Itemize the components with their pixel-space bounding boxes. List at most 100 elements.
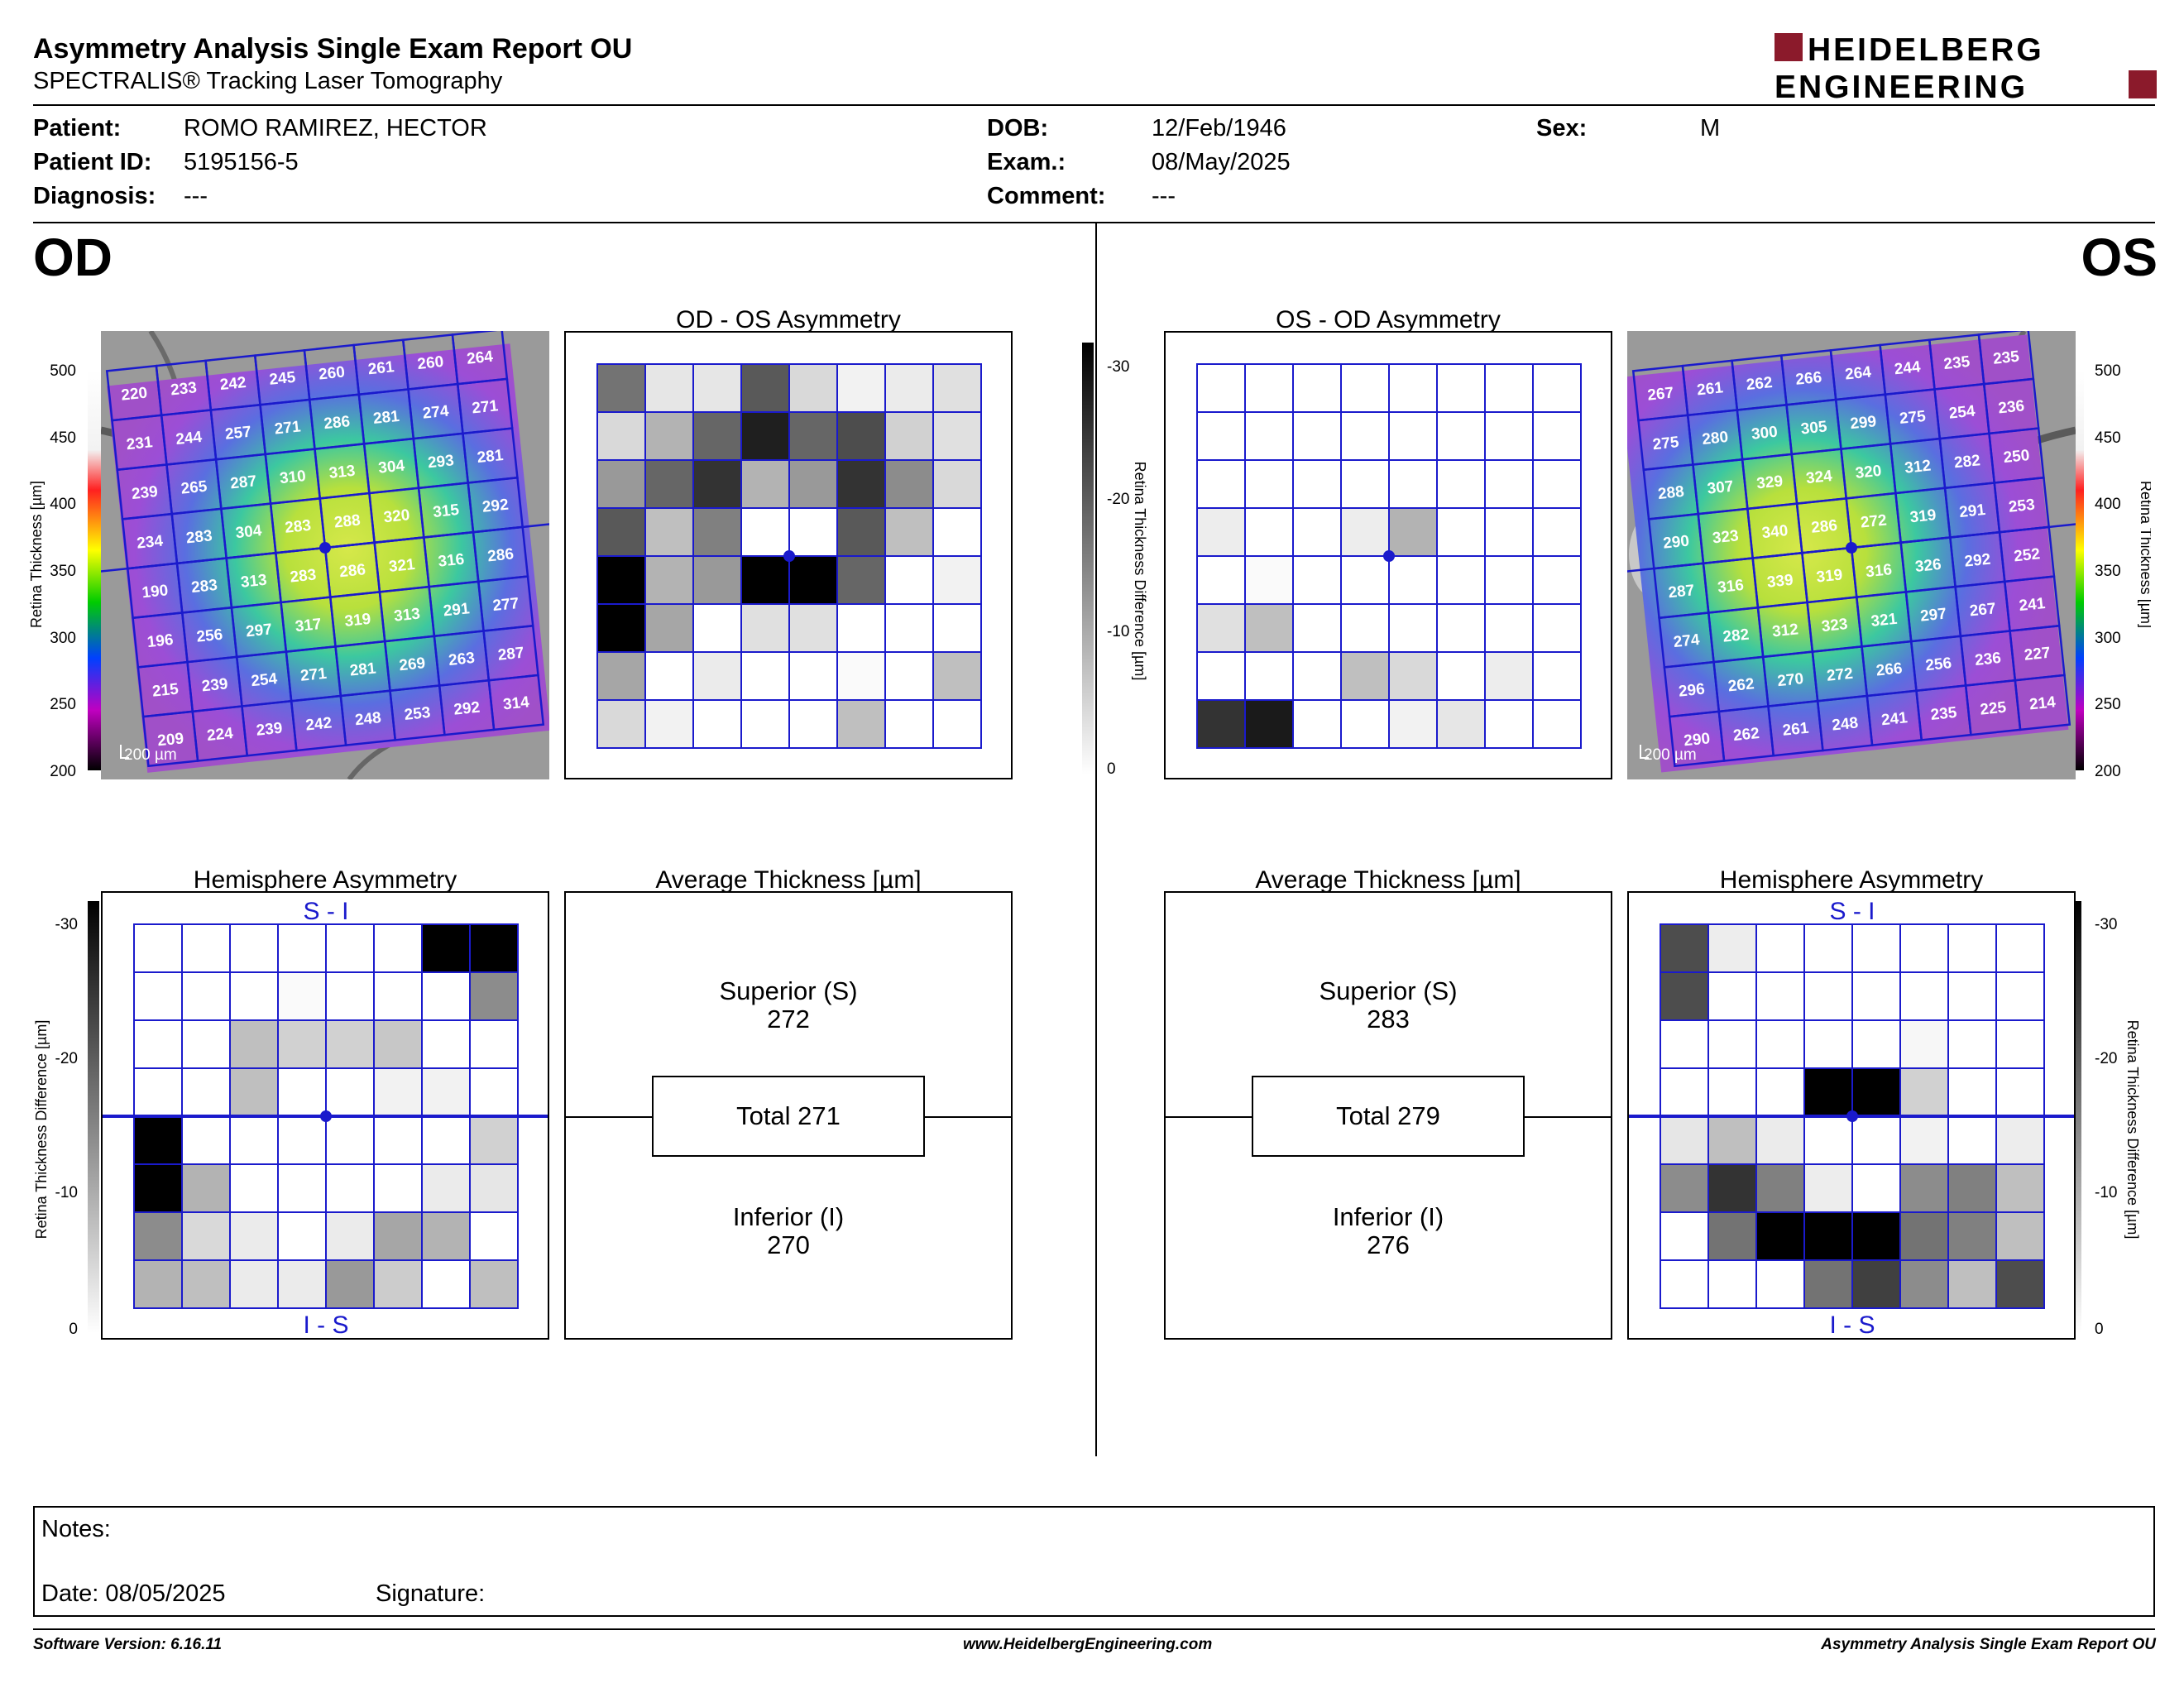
od-asym-cell-r0-c7 [932, 363, 982, 413]
os-hemi-cell-r6-c7 [1995, 1211, 2045, 1261]
os-hemi-cell-r7-c2 [1755, 1259, 1805, 1309]
od-os-asymmetry-panel [564, 331, 1013, 779]
logo-line2: ENGINEERING [1774, 70, 2028, 103]
od-hemisphere-panel: S - I I - S [101, 891, 549, 1340]
os-asym-cell-r5-c6 [1484, 603, 1534, 653]
od-asym-cell-r7-c7 [932, 699, 982, 749]
od-hemi-cell-r2-c6 [421, 1019, 471, 1069]
os-asym-cell-r3-c7 [1532, 507, 1582, 557]
os-asym-cell-r1-c6 [1484, 411, 1534, 461]
website-link[interactable]: www.HeidelbergEngineering.com [963, 1636, 1213, 1653]
os-superior-value: 283 [1367, 1005, 1410, 1033]
os-od-asymmetry-grid [1196, 363, 1582, 749]
od-os-asymmetry-grid [596, 363, 982, 749]
od-asym-cell-r4-c3 [740, 555, 790, 605]
od-asym-cell-r4-c5 [836, 555, 886, 605]
od-total-box: Total 271 [652, 1076, 925, 1157]
os-thick-value-r0-c4: 264 [1844, 363, 1872, 383]
od-thick-value-r4-c0: 190 [141, 582, 170, 602]
asym-diff-tick-10: -10 [1107, 623, 1129, 640]
os-hemi-cell-r3-c5 [1899, 1067, 1949, 1117]
od-thick-value-r7-c2: 239 [256, 720, 284, 740]
od-thick-value-r3-c2: 304 [235, 522, 263, 542]
os-hemi-cell-r7-c4 [1851, 1259, 1901, 1309]
od-asym-fovea-dot [783, 550, 795, 562]
od-scale-tick-300: 300 [50, 630, 76, 647]
os-thick-value-r3-c5: 319 [1909, 506, 1937, 526]
od-label: OD [33, 228, 113, 287]
od-thick-value-r7-c0: 209 [156, 730, 184, 750]
os-thick-value-r1-c7: 236 [1997, 397, 2025, 417]
od-thick-value-r5-c7: 277 [492, 595, 520, 615]
os-asym-cell-r5-c5 [1436, 603, 1486, 653]
os-asym-cell-r3-c2 [1292, 507, 1342, 557]
os-hemisphere-panel: S - I I - S [1627, 891, 2076, 1340]
os-asym-cell-r2-c7 [1532, 459, 1582, 509]
os-thick-value-r6-c7: 227 [2024, 645, 2052, 664]
od-asym-cell-r5-c1 [644, 603, 694, 653]
os-thickness-scale: 500 450 400 350 300 250 200 Retina Thick… [2068, 352, 2154, 782]
od-asym-cell-r0-c1 [644, 363, 694, 413]
od-thick-value-r2-c2: 287 [229, 472, 257, 492]
od-average-title: Average Thickness [µm] [655, 866, 922, 894]
os-asym-cell-r1-c7 [1532, 411, 1582, 461]
os-asym-cell-r0-c0 [1196, 363, 1246, 413]
od-thick-value-r6-c1: 239 [201, 675, 229, 695]
os-asym-cell-r3-c4 [1388, 507, 1438, 557]
os-average-panel: Superior (S) 283 Total 279 Inferior (I) … [1164, 891, 1612, 1340]
od-thick-value-r6-c3: 271 [299, 665, 328, 685]
os-asym-cell-r7-c0 [1196, 699, 1246, 749]
os-thick-value-r1-c0: 275 [1652, 434, 1680, 453]
os-hemi-cell-r7-c0 [1660, 1259, 1709, 1309]
od-hemi-cell-r1-c7 [469, 971, 519, 1021]
os-hemi-cell-r5-c3 [1803, 1163, 1853, 1213]
od-asym-cell-r7-c2 [692, 699, 742, 749]
od-thick-value-r5-c0: 196 [146, 631, 175, 651]
os-thick-value-r5-c1: 282 [1722, 626, 1751, 646]
od-scale-tick-500: 500 [50, 362, 76, 380]
od-hemi-cell-r0-c6 [421, 923, 471, 973]
od-hemi-cell-r6-c1 [181, 1211, 231, 1261]
od-thick-value-r1-c2: 257 [224, 424, 252, 444]
os-hemi-cell-r5-c5 [1899, 1163, 1949, 1213]
os-asym-cell-r6-c3 [1340, 651, 1390, 701]
header-divider [33, 104, 2155, 106]
od-thick-value-r7-c4: 248 [354, 709, 382, 729]
os-thick-value-r7-c0: 290 [1683, 730, 1711, 750]
od-asym-cell-r5-c4 [788, 603, 838, 653]
od-asym-cell-r2-c0 [596, 459, 646, 509]
od-thick-value-r5-c1: 256 [196, 626, 224, 646]
os-hemisphere-grid: S - I I - S [1629, 898, 2074, 1339]
od-scale-tick-350: 350 [50, 563, 76, 580]
os-hemi-cell-r0-c5 [1899, 923, 1949, 973]
os-scale-bar: 200 µm [1644, 746, 1697, 764]
os-hemi-cell-r2-c3 [1803, 1019, 1853, 1069]
od-asym-cell-r7-c1 [644, 699, 694, 749]
od-thick-value-r3-c7: 292 [481, 496, 510, 516]
od-asym-cell-r1-c3 [740, 411, 790, 461]
od-asym-cell-r5-c2 [692, 603, 742, 653]
comment-value: --- [1152, 183, 1176, 209]
os-hemi-cell-r2-c6 [1947, 1019, 1997, 1069]
od-hemi-cell-r5-c7 [469, 1163, 519, 1213]
os-asym-cell-r0-c5 [1436, 363, 1486, 413]
os-asym-cell-r2-c2 [1292, 459, 1342, 509]
od-thick-value-r6-c6: 263 [448, 650, 476, 669]
os-scale-label: Retina Thickness [µm] [2138, 481, 2151, 628]
os-asym-cell-r7-c7 [1532, 699, 1582, 749]
od-hemi-cell-r6-c4 [325, 1211, 375, 1261]
od-hemi-bottom-label: I - S [303, 1312, 348, 1338]
os-thick-value-r2-c1: 307 [1707, 478, 1735, 498]
od-hemi-cell-r4-c1 [181, 1115, 231, 1165]
os-hemi-cell-r0-c0 [1660, 923, 1709, 973]
od-thick-value-r5-c6: 291 [443, 600, 471, 620]
od-average-panel: Superior (S) 272 Total 271 Inferior (I) … [564, 891, 1013, 1340]
os-total-box: Total 279 [1252, 1076, 1525, 1157]
od-hemi-cell-r4-c4 [325, 1115, 375, 1165]
od-asym-cell-r3-c6 [884, 507, 934, 557]
os-average-title: Average Thickness [µm] [1255, 866, 1521, 894]
od-hemi-cell-r1-c3 [277, 971, 327, 1021]
os-hemi-cell-r1-c2 [1755, 971, 1805, 1021]
os-hemi-cell-r6-c3 [1803, 1211, 1853, 1261]
od-asym-cell-r5-c7 [932, 603, 982, 653]
